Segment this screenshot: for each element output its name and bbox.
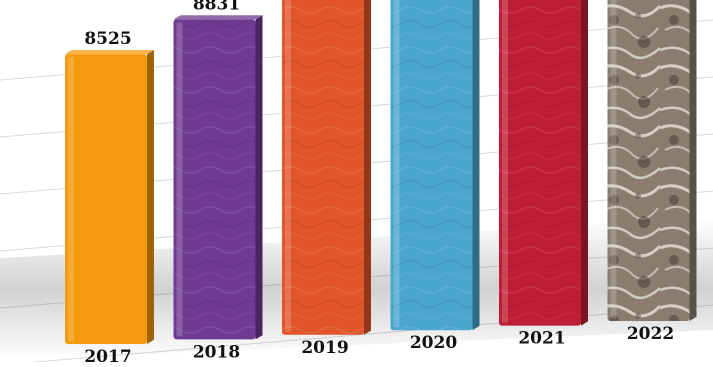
bar-texture — [499, 0, 581, 326]
bar-side — [689, 0, 697, 321]
bar-texture — [173, 19, 256, 340]
value-label-2018: 8831 — [193, 0, 240, 14]
bar-2018 — [173, 15, 263, 340]
bar-highlight — [68, 57, 74, 341]
value-label-2017: 8525 — [84, 29, 131, 49]
bar-2019 — [282, 0, 371, 335]
category-label-2022: 2022 — [627, 324, 674, 344]
bar-highlight — [502, 0, 508, 323]
bar-2022 — [607, 0, 697, 321]
bar-texture — [390, 0, 473, 331]
bar-side — [255, 15, 263, 340]
bar-2017 — [65, 49, 154, 344]
bar-front — [65, 54, 147, 344]
bar-top — [173, 15, 263, 20]
bar-highlight — [176, 22, 183, 337]
category-label-2017: 2017 — [84, 347, 131, 362]
value-labels: 852588319640901992829691 — [84, 0, 240, 49]
bar-front — [607, 0, 690, 321]
bars — [65, 0, 697, 344]
category-label-2019: 2019 — [301, 338, 348, 358]
bar-side — [364, 0, 371, 335]
bar-highlight — [285, 0, 291, 332]
bar-side — [472, 0, 480, 331]
bar-side — [147, 49, 154, 344]
bar-highlight — [610, 0, 617, 318]
bar-top — [65, 49, 154, 55]
bar-2020 — [390, 0, 480, 331]
bar-2021 — [499, 0, 588, 326]
bar-texture — [282, 0, 364, 335]
category-label-2020: 2020 — [410, 333, 457, 353]
bar-side — [581, 0, 588, 326]
bar-highlight — [393, 0, 400, 328]
category-label-2018: 2018 — [193, 342, 240, 362]
category-label-2021: 2021 — [518, 329, 565, 349]
